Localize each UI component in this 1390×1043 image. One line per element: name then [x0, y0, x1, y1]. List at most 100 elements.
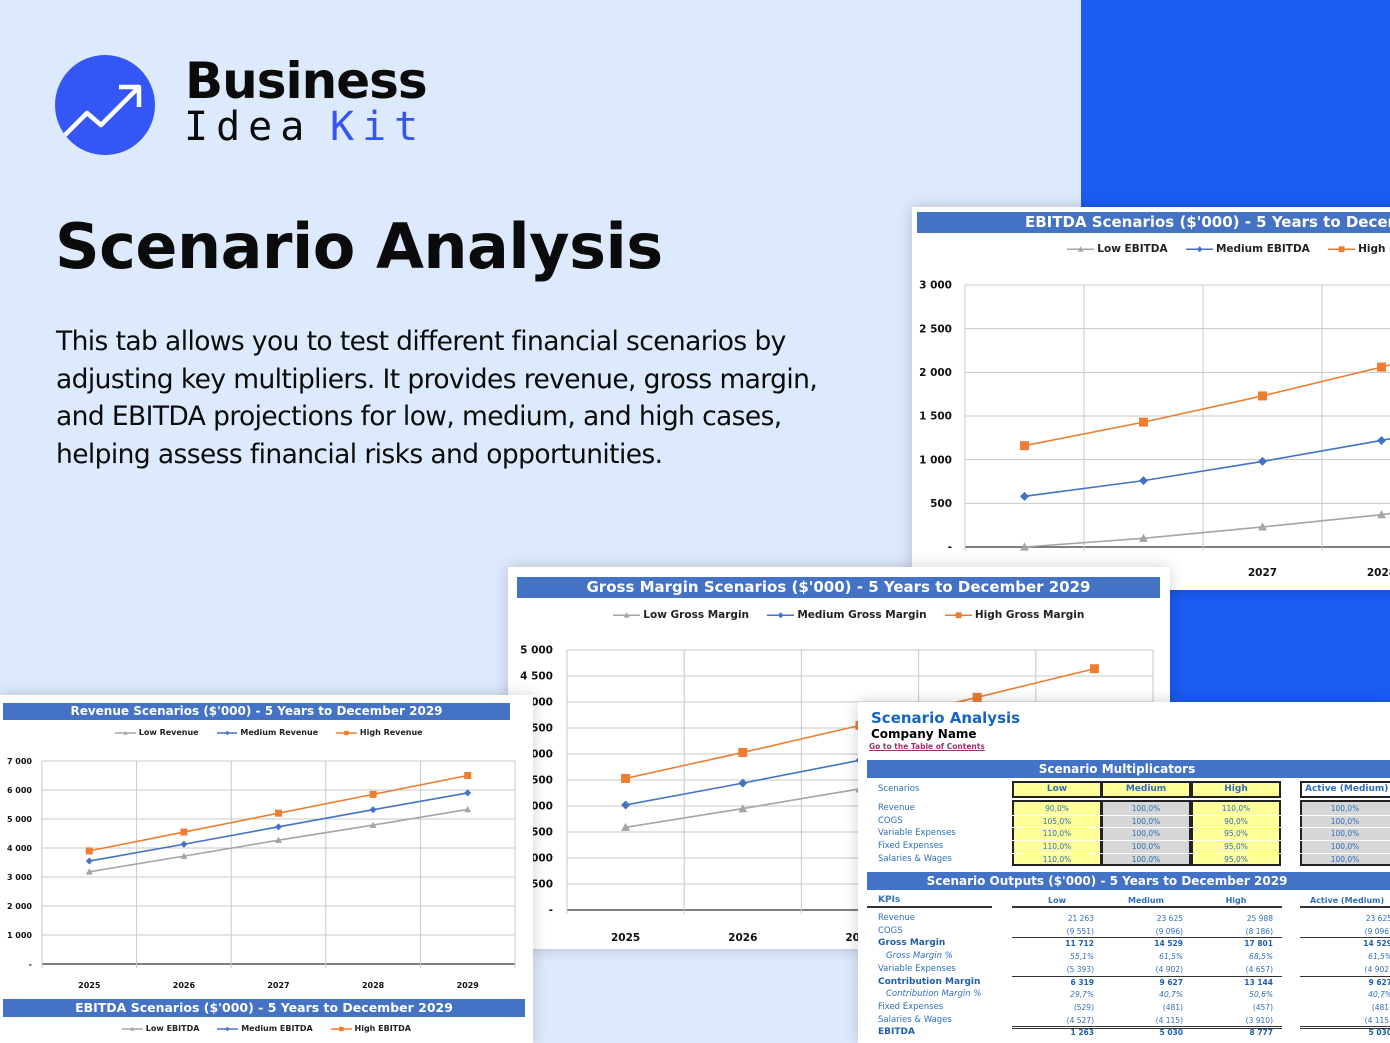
output-value: (481) [1162, 1002, 1183, 1012]
active-underline [1300, 906, 1390, 908]
data-point [180, 828, 188, 836]
diamond-marker-icon [767, 612, 795, 618]
data-point [1139, 533, 1148, 542]
row-separator [1012, 852, 1390, 854]
series-line-triangle [1024, 512, 1390, 548]
outputs-header: Scenario Outputs ($'000) - 5 Years to De… [867, 872, 1390, 890]
data-point [738, 747, 748, 757]
output-value: 40,7% [1159, 990, 1183, 1000]
output-value: 5 030 [1368, 1028, 1390, 1038]
output-value: 9 627 [1159, 977, 1184, 987]
multiplier-value-input[interactable]: 100,0% [1330, 854, 1360, 864]
multiplier-value-input[interactable]: 90,0% [1224, 816, 1248, 826]
output-value: 14 529 [1363, 939, 1390, 949]
total-rule [1300, 937, 1390, 939]
output-value: 5 030 [1159, 1028, 1184, 1038]
output-row-label: Revenue [878, 913, 916, 923]
output-row-label: Salaries & Wages [878, 1014, 952, 1025]
output-value: 21 263 [1067, 914, 1094, 923]
multiplier-value-input[interactable]: 110,0% [1042, 842, 1072, 852]
x-tick-label: 2027 [1248, 567, 1277, 579]
multiplier-value-input[interactable]: 110,0% [1042, 854, 1072, 864]
logo-text-business: Business [185, 52, 428, 110]
data-point [464, 789, 472, 797]
total-rule [1012, 1026, 1282, 1030]
triangle-marker-icon [613, 612, 641, 618]
multiplier-value-input[interactable]: 100,0% [1330, 804, 1360, 813]
multiplier-value-input[interactable]: 105,0% [1042, 816, 1072, 826]
y-tick-label: 1 000 [7, 931, 32, 940]
multiplier-value-input[interactable]: 95,0% [1224, 842, 1248, 852]
multiplier-value-input[interactable]: 100,0% [1330, 842, 1360, 852]
data-point [1139, 476, 1148, 486]
active-column-label: Active (Medium) [1305, 784, 1389, 794]
legend-label: Low EBITDA [1097, 243, 1168, 255]
row-separator [1012, 827, 1390, 829]
multiplier-value-input[interactable]: 100,0% [1330, 829, 1360, 839]
output-value: 25 988 [1246, 914, 1273, 923]
output-value: 1 263 [1070, 1028, 1095, 1038]
data-point [275, 823, 282, 831]
multiplier-row-label: Revenue [878, 803, 916, 813]
legend-item: Medium Gross Margin [767, 609, 927, 621]
multiplier-value-input[interactable]: 90,0% [1045, 804, 1069, 813]
legend-item: Low Revenue [115, 728, 199, 737]
multiplier-value-input[interactable]: 100,0% [1330, 816, 1360, 826]
square-marker-icon [336, 730, 357, 735]
output-active-label: Active (Medium) [1310, 896, 1385, 905]
multiplier-value-input[interactable]: 95,0% [1224, 854, 1248, 864]
output-row-label: Variable Expenses [878, 963, 956, 974]
output-row-label: Fixed Expenses [878, 1001, 944, 1012]
multiplier-value-input[interactable]: 110,0% [1042, 829, 1072, 839]
legend-item: Low Gross Margin [613, 609, 749, 621]
output-value: 17 801 [1244, 939, 1273, 949]
chart-legend: Low EBITDA Medium EBITDA High EBITDA [1067, 243, 1390, 255]
data-point [1377, 362, 1386, 372]
output-row-label: COGS [878, 925, 903, 936]
output-value: (481) [1371, 1002, 1390, 1012]
toc-link[interactable]: Go to the Table of Contents [869, 742, 985, 751]
x-tick-label: 2029 [457, 981, 480, 990]
output-row-label: Gross Margin % [886, 951, 953, 962]
output-value: (9 096) [1155, 926, 1183, 936]
output-value: 11 712 [1065, 939, 1094, 949]
data-point [369, 806, 377, 814]
legend-item: High EBITDA [330, 1024, 411, 1033]
output-value: (4 902) [1364, 964, 1390, 974]
data-point [85, 857, 93, 865]
data-point [1020, 542, 1029, 551]
series-line-diamond [1024, 437, 1390, 498]
multiplier-value-input[interactable]: 110,0% [1221, 804, 1251, 813]
kpi-header: KPIs [878, 895, 901, 905]
output-value: 68,5% [1249, 952, 1273, 962]
chart-title: Revenue Scenarios ($'000) - 5 Years to D… [3, 703, 510, 720]
legend-label: Medium Revenue [240, 728, 319, 737]
x-tick-label: 2026 [728, 932, 757, 944]
scenario-column-label: Low [1046, 784, 1068, 794]
multiplier-value-input[interactable]: 100,0% [1131, 804, 1161, 813]
y-tick-label: 2 500 [919, 323, 952, 335]
diamond-marker-icon [217, 1026, 239, 1031]
multiplier-row-label: Fixed Expenses [878, 841, 944, 852]
multiplier-value-input[interactable]: 100,0% [1131, 829, 1161, 839]
output-column-label: Low [1048, 896, 1066, 905]
chart-legend: Low Gross Margin Medium Gross Margin High … [613, 609, 1084, 621]
multiplier-value-input[interactable]: 100,0% [1131, 854, 1161, 864]
output-value: 9 627 [1368, 977, 1390, 987]
legend-label: High EBITDA [354, 1024, 411, 1033]
decor-block-top [1081, 0, 1390, 210]
page-title: Scenario Analysis [55, 210, 663, 283]
output-value: (3 910) [1245, 1015, 1273, 1025]
data-point [1377, 435, 1386, 445]
multiplier-value-input[interactable]: 100,0% [1131, 842, 1161, 852]
multiplier-value-input[interactable]: 100,0% [1131, 816, 1161, 826]
data-point [621, 822, 631, 831]
output-value: (529) [1073, 1002, 1094, 1012]
multiplier-value-input[interactable]: 95,0% [1224, 829, 1248, 839]
output-value: 6 319 [1070, 977, 1095, 987]
legend-item: Low EBITDA [1067, 243, 1168, 255]
data-point [621, 773, 631, 783]
ebitda-chart-legend: Low EBITDA Medium EBITDA High EBITDA [122, 1024, 411, 1033]
data-point [972, 692, 982, 702]
x-tick-label: 2025 [78, 981, 101, 990]
